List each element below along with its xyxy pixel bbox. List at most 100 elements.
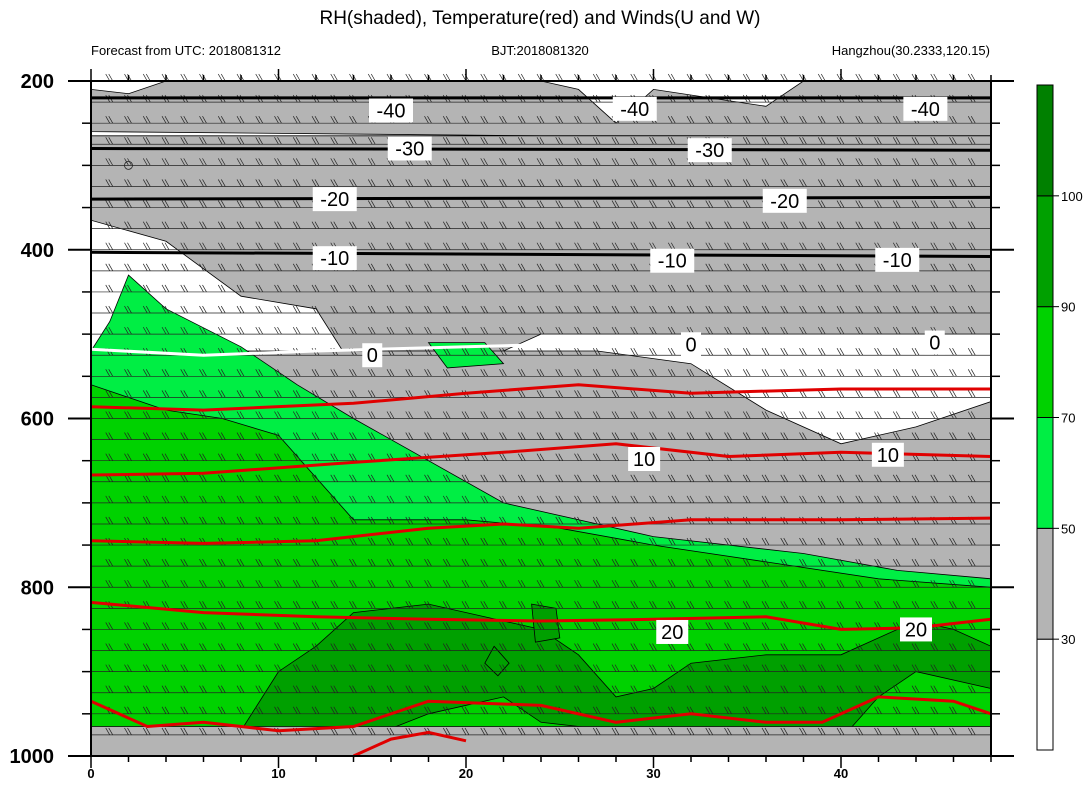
wind-barb-flag — [967, 179, 973, 187]
wind-barb-flag — [705, 643, 711, 651]
wind-barb-flag — [220, 73, 226, 82]
wind-barb-flag — [536, 116, 542, 124]
wind-barb-flag — [517, 263, 523, 272]
wind-barb-flag — [652, 369, 657, 377]
contour-label-background — [924, 330, 945, 355]
wind-barb-flag — [517, 727, 523, 736]
wind-barb-flag — [314, 390, 320, 398]
wind-barb-flag — [892, 601, 898, 609]
wind-barb-flag — [217, 558, 223, 567]
wind-barb-flag — [933, 601, 939, 609]
wind-barb-flag — [539, 622, 545, 630]
wind-barb-flag — [967, 263, 973, 272]
wind-barb-flag — [558, 305, 564, 314]
wind-barb-flag — [742, 137, 748, 145]
wind-barb-flag — [502, 727, 507, 736]
wind-barb-flag — [464, 263, 470, 272]
wind-barb-flag — [839, 305, 845, 314]
wind-barb-flag — [124, 453, 129, 461]
wind-barb-flag — [595, 390, 601, 398]
wind-barb-flag — [199, 432, 204, 440]
wind-barb-flag — [105, 453, 111, 461]
wind-barb-flag — [333, 664, 339, 672]
wind-barb-flag — [780, 116, 786, 124]
wind-barb-flag — [764, 474, 770, 482]
colorbar-swatch — [1036, 527, 1054, 640]
wind-barb-flag — [630, 348, 636, 356]
wind-barb-flag — [727, 263, 732, 272]
wind-barb-flag — [817, 453, 823, 461]
wind-barb-flag — [611, 727, 617, 736]
wind-barb-flag — [217, 516, 223, 525]
wind-barb-flag — [424, 221, 429, 229]
wind-barb-flag — [239, 622, 245, 630]
wind-barb-flag — [930, 242, 936, 250]
wind-barb-flag — [483, 158, 489, 166]
wind-barb-flag — [236, 580, 242, 588]
wind-barb-flag — [780, 727, 786, 736]
wind-barb-flag — [517, 200, 523, 208]
wind-barb-flag — [124, 706, 129, 714]
wind-barb-flag — [161, 453, 167, 461]
wind-barb-flag — [483, 348, 489, 356]
wind-barb-flag — [874, 137, 879, 145]
wind-barb-flag — [405, 432, 411, 440]
temperature-contour-line — [90, 250, 992, 258]
wind-barb-flag — [558, 326, 564, 335]
wind-barb-flag — [499, 263, 504, 272]
wind-barb-flag — [949, 242, 954, 250]
wind-barb-flag — [649, 664, 654, 672]
wind-barb-flag — [967, 432, 973, 440]
x-tick-label: 40 — [834, 766, 848, 781]
wind-barb-flag — [933, 390, 939, 398]
wind-barb-flag — [424, 706, 429, 714]
wind-barb-flag — [145, 200, 151, 208]
wind-barb-flag — [780, 474, 786, 482]
wind-barb-flag — [874, 474, 879, 482]
wind-barb-flag — [652, 685, 657, 693]
wind-barb-flag — [217, 411, 223, 419]
wind-barb-flag — [780, 580, 786, 588]
wind-barb-flag — [933, 495, 939, 504]
wind-barb-flag — [277, 326, 282, 335]
temperature-contour-line — [90, 195, 992, 201]
wind-barb-flag — [386, 727, 392, 736]
wind-barb-flag — [708, 537, 714, 546]
wind-barb-flag — [892, 305, 898, 314]
wind-barb-flag — [633, 580, 639, 588]
wind-barb-flag — [652, 474, 657, 482]
wind-barb-flag — [427, 200, 432, 208]
wind-barb-flag — [761, 601, 767, 609]
wind-barb-flag — [911, 643, 917, 651]
wind-barb-flag — [333, 706, 339, 714]
wind-barb-flag — [161, 495, 167, 504]
wind-barb-flag — [820, 580, 826, 588]
wind-barb-flag — [311, 326, 317, 335]
wind-barb-flag — [536, 390, 542, 398]
wind-barb-flag — [105, 643, 111, 651]
wind-barb-flag — [258, 73, 264, 82]
wind-barb-flag — [820, 558, 826, 567]
wind-barb-flag — [442, 474, 448, 482]
wind-barb-flag — [442, 221, 448, 229]
wind-barb-flag — [349, 158, 354, 166]
wind-barb-flag — [670, 580, 676, 588]
wind-barb-flag — [708, 727, 714, 736]
wind-barb-flag — [105, 516, 111, 525]
wind-barb-flag — [614, 200, 620, 208]
wind-barb-flag — [670, 727, 676, 736]
wind-barb-flag — [352, 411, 357, 419]
wind-barb-flag — [745, 601, 751, 609]
wind-barb-flag — [895, 369, 901, 377]
wind-barb-flag — [520, 369, 526, 377]
wind-barb-flag — [970, 284, 976, 293]
wind-barb-flag — [536, 242, 542, 250]
wind-barb-flag — [855, 537, 861, 546]
wind-barb-flag — [930, 158, 936, 166]
wind-barb-flag — [933, 537, 939, 546]
wind-barb-flag — [967, 537, 973, 546]
wind-barb-flag — [611, 390, 617, 398]
wind-barb-flag — [180, 664, 186, 672]
wind-barb-flag — [483, 516, 489, 525]
